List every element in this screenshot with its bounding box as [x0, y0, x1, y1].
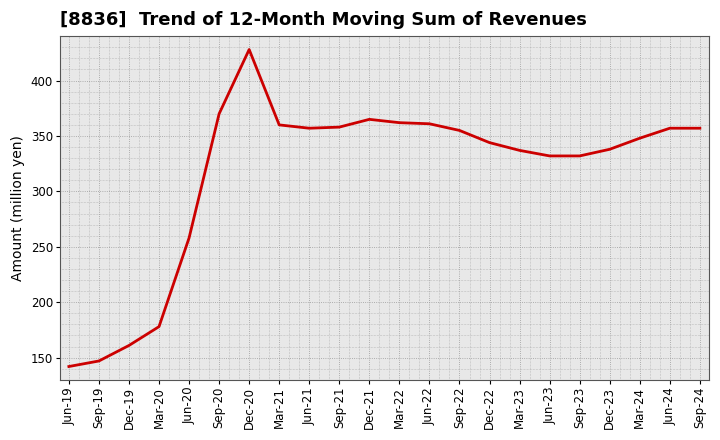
Y-axis label: Amount (million yen): Amount (million yen) — [11, 135, 25, 281]
Text: [8836]  Trend of 12-Month Moving Sum of Revenues: [8836] Trend of 12-Month Moving Sum of R… — [60, 11, 587, 29]
